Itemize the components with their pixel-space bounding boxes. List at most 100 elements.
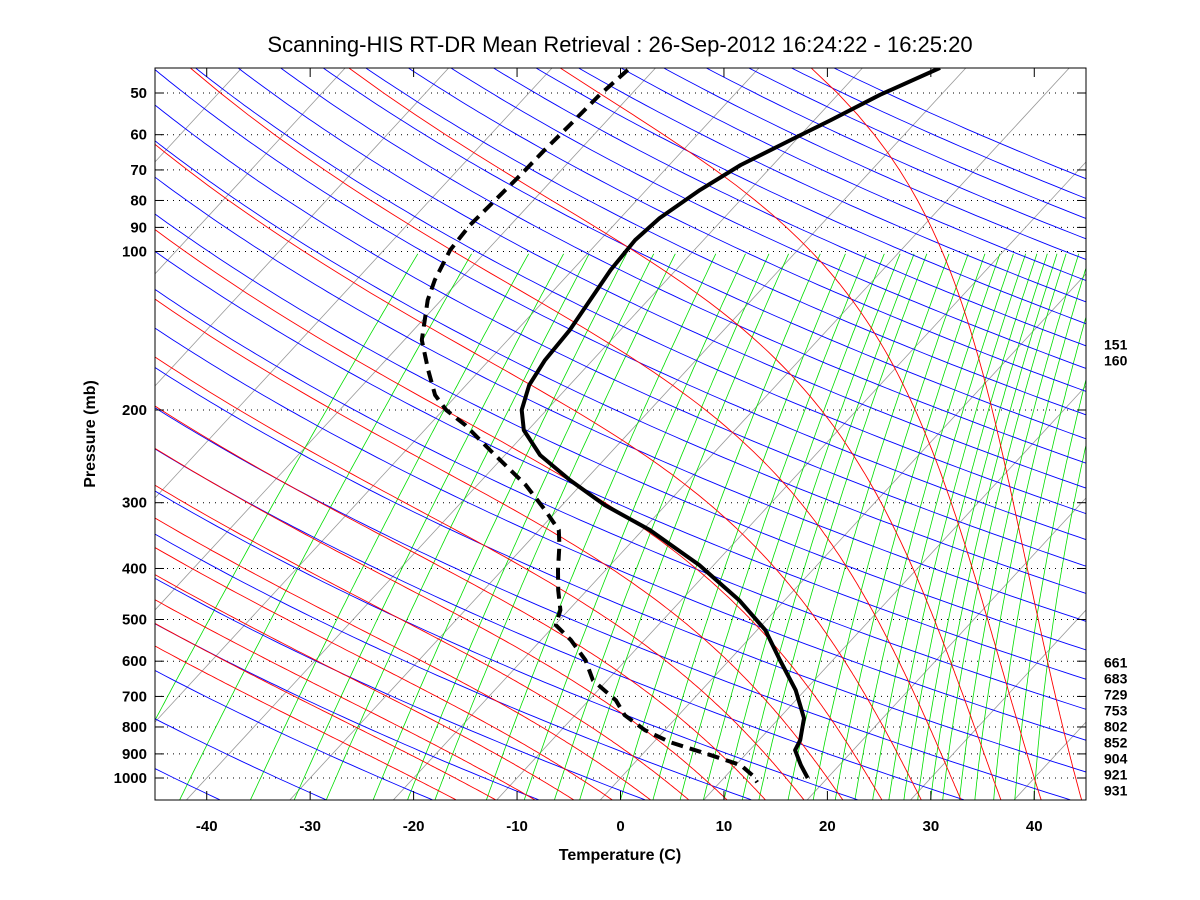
y-tick-label: 50 [130,85,147,102]
dry-adiabat [279,68,1086,464]
x-tick-label: -20 [403,818,425,835]
dry-adiabat [155,250,1086,680]
dry-adiabat [620,68,1086,282]
dry-adiabat [155,623,539,800]
moist-adiabat [155,298,844,800]
dry-adiabat [155,577,646,800]
mixing-ratio-line [407,253,655,800]
isotherm-line [155,68,553,499]
dry-adiabat [155,69,1086,541]
y-tick-label: 800 [122,719,147,736]
y-tick-label: 300 [122,495,147,512]
moist-adiabat [810,68,1083,800]
y-tick-label: 400 [122,560,147,577]
mixing-ratio-line [723,253,901,800]
dry-adiabat [155,407,1071,800]
profiles [419,68,941,784]
y-tick-label: 100 [122,243,147,260]
x-tick-label: -10 [506,818,528,835]
x-axis: -40 -30 -20 -10 0 10 20 30 40 [196,68,1043,835]
chart-title: Scanning-HIS RT-DR Mean Retrieval : 26-S… [267,32,972,57]
temperature-profile-line [519,68,941,779]
x-tick-label: -30 [299,818,321,835]
dry-adiabat [364,68,1086,416]
mixing-ratio-line [155,253,419,722]
level-label: 160 [1104,352,1128,368]
moist-adiabat [155,645,457,800]
mixing-ratio-line [486,253,717,800]
mixing-ratio-line [758,253,928,800]
moist-adiabat [155,599,535,800]
mixing-ratio-line [787,253,950,800]
mixing-ratio-line [1033,443,1086,800]
level-label: 729 [1104,686,1128,702]
isotherm-line [393,68,1070,800]
dry-adiabat [322,68,1086,440]
level-label: 151 [1104,336,1128,352]
level-label: 802 [1104,718,1128,734]
level-label: 661 [1104,654,1128,670]
moist-adiabat [559,68,1042,800]
dry-adiabat [237,68,1086,489]
mixing-ratio-line [554,253,770,800]
dry-adiabat [155,490,858,800]
mixing-ratio-line [1014,377,1086,800]
mixing-ratio-line [741,253,915,800]
level-label: 753 [1104,702,1128,718]
isotherm-line [910,609,1086,800]
mixing-ratio-line [993,315,1086,800]
dry-adiabat [747,68,1086,219]
mixing-ratio-line [854,253,1001,800]
moist-adiabat [155,547,613,800]
level-label: 683 [1104,670,1128,686]
mixing-ratio-line [888,253,1026,800]
dry-adiabat [155,327,1086,741]
dry-adiabat [155,288,1086,710]
mixing-ratio-line [523,253,746,800]
y-tick-label: 900 [122,746,147,763]
isotherm-line [155,68,450,387]
moist-adiabat [155,143,922,800]
isotherm-line [155,68,346,275]
dry-adiabat [0,67,7,800]
mixing-ratio-line [930,253,1058,800]
isotherm-line [496,161,1086,800]
dewpoint-profile-line [419,68,759,784]
mixing-ratio-line [917,253,1048,800]
mixing-ratio-line [959,253,1080,800]
dry-adiabat [577,68,1086,303]
isotherm-line [155,68,760,723]
y-tick-label: 90 [130,219,147,236]
dry-adiabat [535,68,1086,325]
dry-adiabat [407,68,1086,392]
mixing-ratio-line [812,253,969,800]
x-tick-label: 10 [716,818,733,835]
y-tick-label: 500 [122,612,147,629]
isotherm-line [155,68,657,611]
dry-adiabat [492,68,1086,347]
isotherm-line [289,68,967,800]
moist-adiabat [155,356,805,800]
x-tick-label: 40 [1026,818,1043,835]
dry-adiabat [662,68,1086,260]
y-tick-label: 60 [130,127,147,144]
isotherm-line [807,497,1086,800]
y-tick-label: 80 [130,192,147,209]
background-lines [0,64,1200,800]
isotherm-line [1118,64,1200,800]
moist-adiabat [155,574,574,800]
moist-adiabat [155,517,651,800]
mixing-ratio-line [872,253,1014,800]
dry-adiabat [450,68,1086,369]
plot-area [155,68,1086,800]
y-tick-label: 700 [122,688,147,705]
x-axis-label: Temperature (C) [559,847,681,864]
moist-adiabat [155,229,883,800]
dry-adiabat [155,104,1086,567]
y-axis: 50 60 70 80 90 100 200 300 400 500 600 700 800 900 100… [114,85,1086,787]
moist-adiabat [189,68,962,800]
dry-adiabat [705,68,1086,240]
